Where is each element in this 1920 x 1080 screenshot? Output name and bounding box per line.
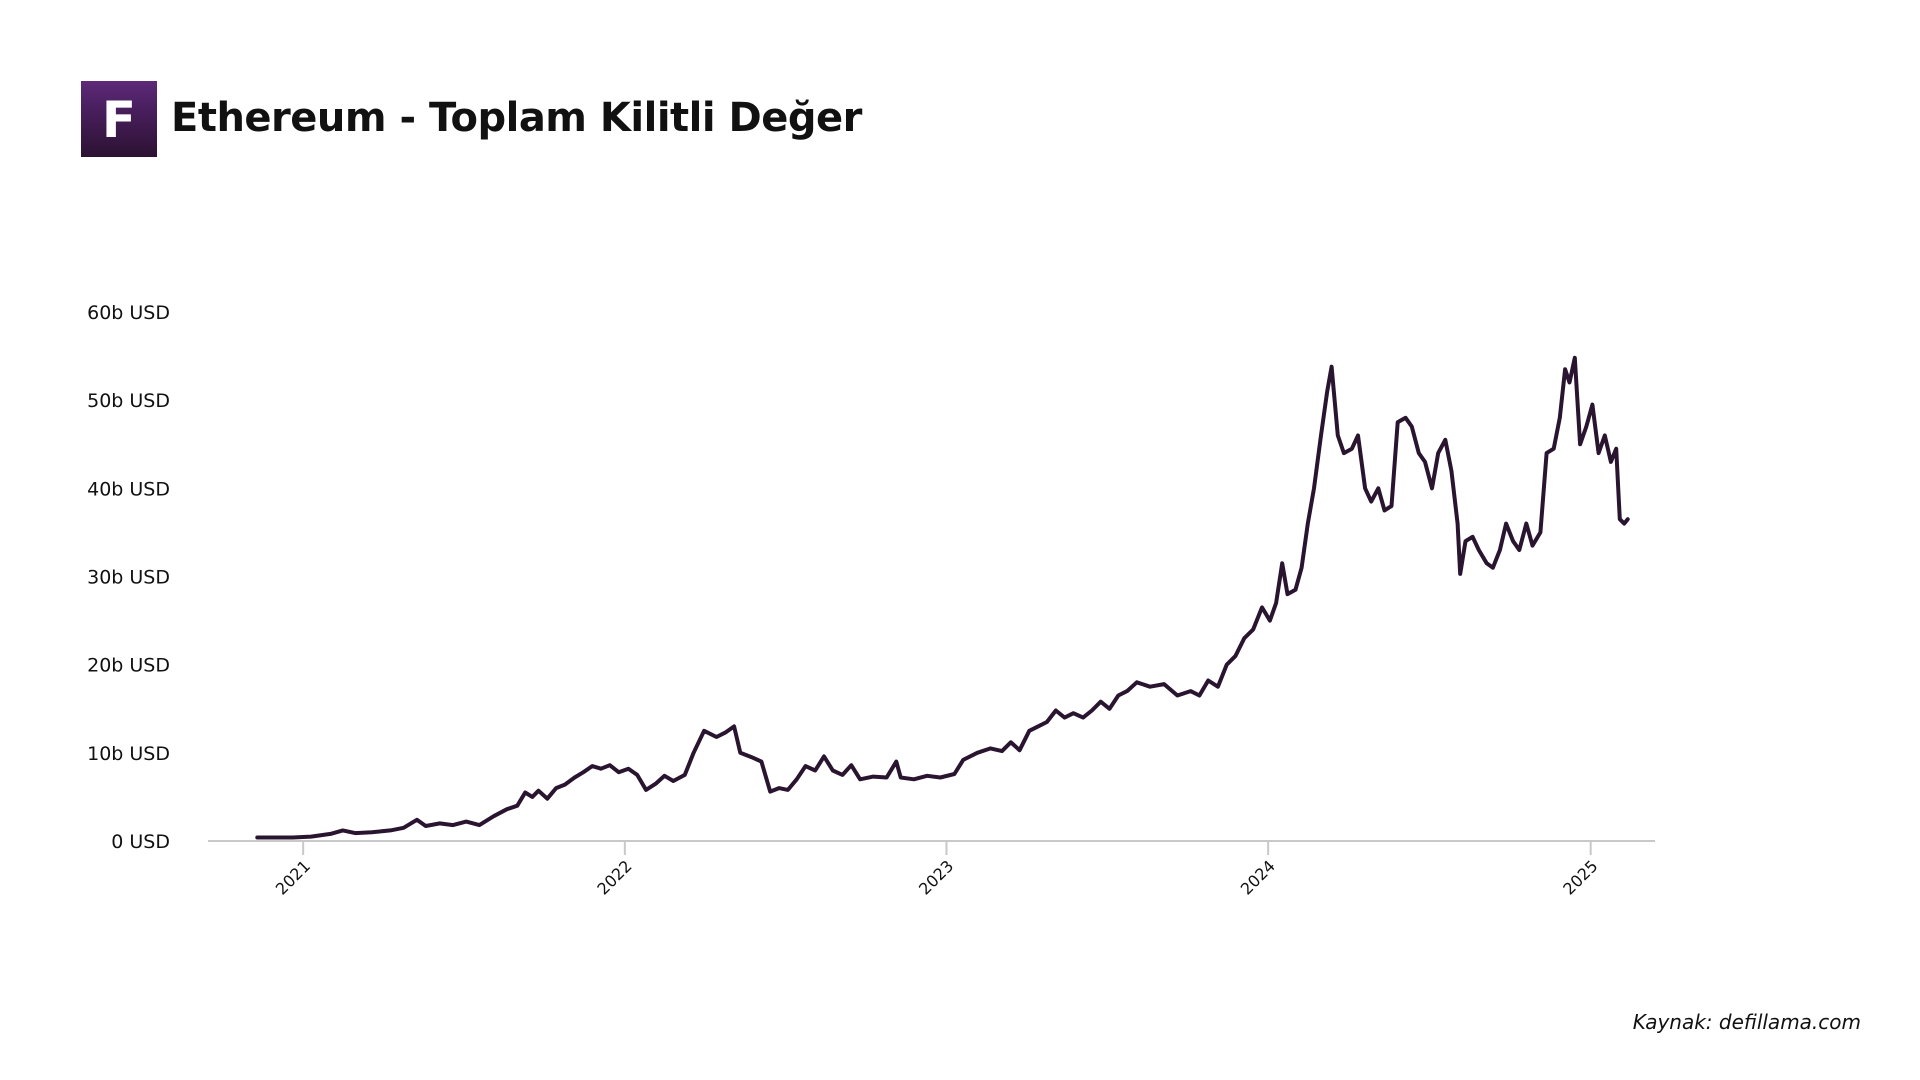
- y-tick-label: 40b USD: [87, 478, 170, 500]
- x-tick-label: 2023: [915, 856, 957, 898]
- logo-letter: F: [101, 91, 137, 149]
- chart-title: Ethereum - Toplam Kilitli Değer: [171, 95, 862, 141]
- y-tick-label: 20b USD: [87, 655, 170, 677]
- y-tick-label: 10b USD: [87, 743, 170, 765]
- x-tick-label: 2024: [1237, 856, 1279, 898]
- source-note: Kaynak: defillama.com: [1632, 1010, 1861, 1034]
- x-axis-ticks: 2021 2022 2023 2024 2025: [272, 841, 1601, 899]
- x-tick-label: 2021: [272, 856, 314, 898]
- y-tick-label: 50b USD: [87, 390, 170, 412]
- y-tick-label: 0 USD: [111, 831, 170, 853]
- y-tick-label: 60b USD: [87, 302, 170, 324]
- brand-logo: F: [81, 81, 157, 157]
- y-tick-label: 30b USD: [87, 567, 170, 589]
- x-tick-label: 2022: [593, 856, 635, 898]
- x-tick-label: 2025: [1559, 856, 1601, 898]
- y-axis-ticks: 0 USD 10b USD 20b USD 30b USD 40b USD 50b USD…: [87, 302, 170, 853]
- tvl-series-line: [255, 355, 1630, 840]
